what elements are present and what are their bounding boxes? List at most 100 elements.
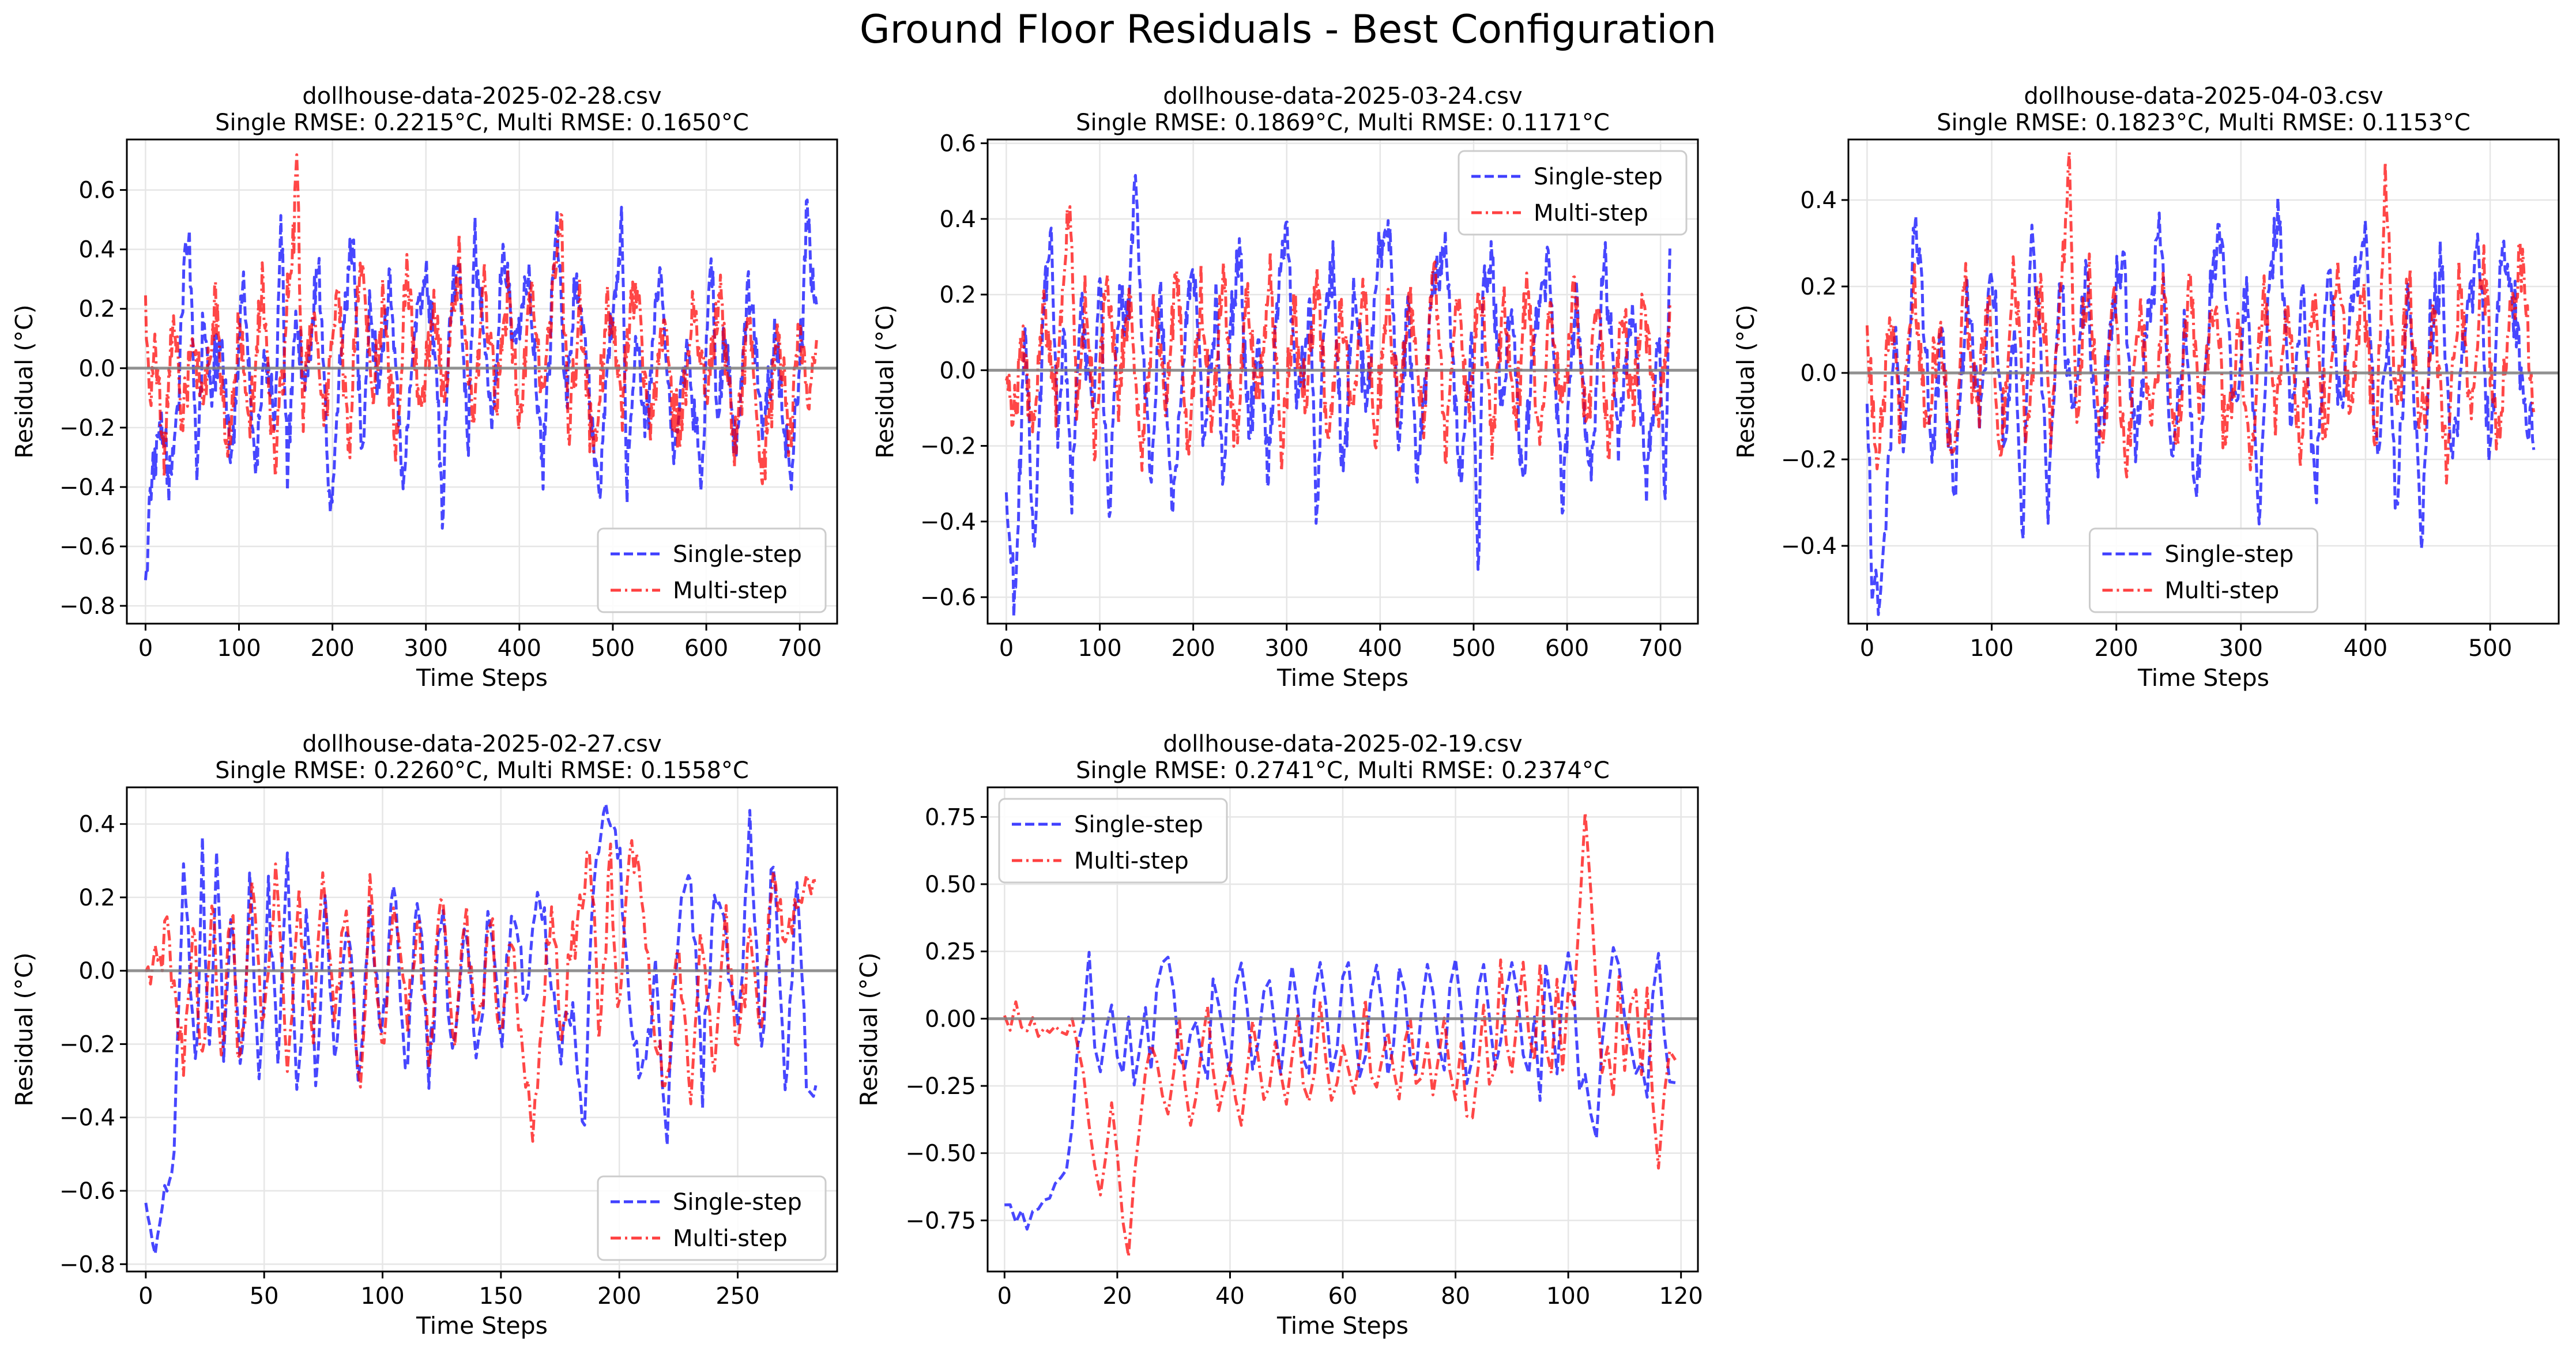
single-step-legend-label: Single-step [673, 1189, 802, 1216]
y-axis-label: Residual (°C) [871, 304, 899, 458]
subplot-4: 0 50 100 150 200 250 −0.8 −0.6 −0.4 −0.2 0.0 0.2 0.4… [10, 731, 838, 1340]
x-tick-label: 250 [715, 1283, 759, 1310]
subplot-title-rmse: Single RMSE: 0.1869°C, Multi RMSE: 0.117… [1076, 110, 1610, 136]
subplot-title-filename: dollhouse-data-2025-02-19.csv [1163, 731, 1522, 757]
x-tick-label: 500 [591, 635, 635, 662]
y-tick-label: −0.6 [920, 584, 976, 611]
x-axis-label: Time Steps [416, 1312, 548, 1340]
legend: Single-step Multi-step [597, 527, 827, 613]
x-tick-label: 0 [1860, 635, 1874, 662]
multi-step-line [144, 839, 816, 1143]
x-tick-label: 200 [1171, 635, 1215, 662]
x-tick-label: 150 [479, 1283, 523, 1310]
y-axis-label: Residual (°C) [855, 952, 883, 1106]
x-axis-label: Time Steps [416, 664, 548, 692]
y-axis-label: Residual (°C) [1732, 304, 1760, 458]
subplot-5: 0 20 40 60 80 100 120 −0.75 −0.50 −0.25 0.00 0.25 0.… [855, 731, 1703, 1340]
y-tick-label: 0.2 [78, 296, 115, 323]
y-tick-label: 0.2 [939, 282, 976, 308]
x-tick-label: 500 [2468, 635, 2512, 662]
y-tick-label: 0.4 [78, 237, 115, 263]
legend: Single-step Multi-step [1458, 150, 1688, 236]
y-axis-label: Residual (°C) [10, 304, 38, 458]
single-step-line [144, 198, 818, 580]
multi-step-legend-label: Multi-step [673, 1225, 788, 1252]
multi-step-legend-label: Multi-step [1534, 200, 1648, 227]
y-tick-label: −0.50 [905, 1141, 976, 1167]
figure-title: Ground Floor Residuals - Best Configurat… [859, 7, 1717, 52]
multi-step-line [1004, 205, 1671, 473]
single-step-line [1865, 197, 2536, 616]
y-tick-label: −0.4 [59, 474, 115, 501]
axes-frame [126, 786, 838, 1273]
y-tick-label: −0.2 [59, 415, 115, 442]
single-step-line [1004, 173, 1671, 618]
multi-step-line [1003, 811, 1677, 1258]
y-tick-label: −0.2 [59, 1031, 115, 1058]
axes-frame [986, 138, 1699, 625]
x-tick-label: 100 [1078, 635, 1121, 662]
y-tick-label: 0.6 [78, 178, 115, 204]
x-tick-label: 100 [360, 1283, 404, 1310]
multi-step-legend-label: Multi-step [1074, 848, 1189, 874]
x-tick-label: 0 [999, 635, 1014, 662]
subplot-title-rmse: Single RMSE: 0.1823°C, Multi RMSE: 0.115… [1937, 110, 2470, 136]
single-step-legend-label: Single-step [673, 541, 802, 568]
y-tick-label: −0.4 [59, 1105, 115, 1131]
x-tick-label: 400 [1358, 635, 1402, 662]
x-axis-label: Time Steps [2137, 664, 2269, 692]
x-tick-label: 100 [1969, 635, 2013, 662]
single-step-legend-label: Single-step [1074, 812, 1203, 838]
y-tick-label: 0.0 [1800, 360, 1837, 387]
x-tick-label: 200 [597, 1283, 641, 1310]
y-tick-label: 0.0 [939, 357, 976, 384]
legend: Single-step Multi-step [597, 1175, 827, 1261]
y-tick-label: 0.2 [1800, 274, 1837, 300]
y-tick-label: −0.25 [905, 1073, 976, 1100]
legend: Single-step Multi-step [2089, 527, 2318, 613]
subplot-title-filename: dollhouse-data-2025-02-28.csv [302, 83, 661, 110]
x-tick-label: 20 [1102, 1283, 1132, 1310]
subplot-title-rmse: Single RMSE: 0.2741°C, Multi RMSE: 0.237… [1076, 757, 1610, 784]
subplot-3: 0 100 200 300 400 500 −0.4 −0.2 0.0 0.2 0.4 dollhou… [1732, 83, 2560, 692]
x-axis-label: Time Steps [1276, 664, 1408, 692]
subplot-title-filename: dollhouse-data-2025-02-27.csv [302, 731, 661, 757]
multi-step-legend-label: Multi-step [2165, 578, 2280, 604]
subplot-1: 0 100 200 300 400 500 600 700 −0.8 −0.6 −0.4 −0.2 0.… [10, 83, 838, 692]
x-tick-label: 700 [778, 635, 822, 662]
subplot-title-rmse: Single RMSE: 0.2215°C, Multi RMSE: 0.165… [215, 110, 749, 136]
single-step-legend-label: Single-step [2165, 541, 2294, 568]
y-tick-label: −0.2 [920, 433, 976, 460]
x-tick-label: 0 [138, 635, 153, 662]
multi-step-line [144, 153, 818, 485]
y-tick-label: 0.00 [925, 1006, 976, 1032]
subplot-title-rmse: Single RMSE: 0.2260°C, Multi RMSE: 0.155… [215, 757, 749, 784]
x-tick-label: 120 [1659, 1283, 1703, 1310]
y-axis-label: Residual (°C) [10, 952, 38, 1106]
x-tick-label: 400 [498, 635, 541, 662]
axes-frame [126, 138, 838, 625]
x-tick-label: 0 [997, 1283, 1012, 1310]
y-tick-label: −0.8 [59, 593, 115, 620]
x-axis-label: Time Steps [1276, 1312, 1408, 1340]
x-tick-label: 100 [1546, 1283, 1590, 1310]
x-tick-label: 50 [250, 1283, 279, 1310]
x-tick-label: 80 [1441, 1283, 1470, 1310]
y-tick-label: 0.6 [939, 131, 976, 157]
x-tick-label: 400 [2344, 635, 2387, 662]
multi-step-line [1865, 150, 2536, 485]
x-tick-label: 60 [1328, 1283, 1358, 1310]
y-tick-label: 0.0 [78, 356, 115, 382]
x-tick-label: 300 [1265, 635, 1309, 662]
y-tick-label: 0.4 [78, 812, 115, 838]
legend: Single-step Multi-step [998, 798, 1228, 884]
x-tick-label: 0 [138, 1283, 153, 1310]
y-tick-label: −0.4 [920, 509, 976, 535]
x-tick-label: 200 [2095, 635, 2138, 662]
subplot-title-filename: dollhouse-data-2025-04-03.csv [2024, 83, 2383, 110]
y-tick-label: 0.50 [925, 871, 976, 898]
y-tick-label: 0.2 [78, 885, 115, 911]
y-tick-label: −0.2 [1781, 447, 1837, 473]
x-tick-label: 300 [2219, 635, 2263, 662]
